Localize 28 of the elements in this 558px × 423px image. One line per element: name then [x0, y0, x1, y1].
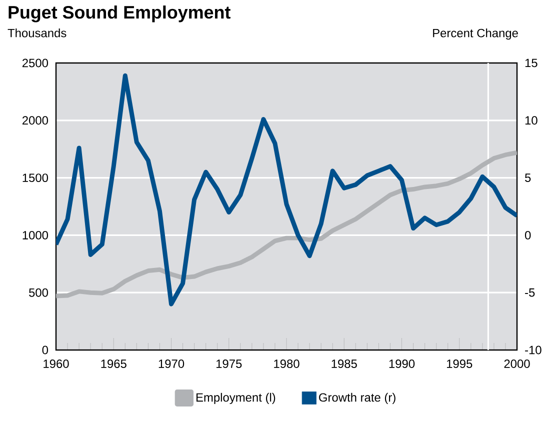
chart-title: Puget Sound Employment	[8, 6, 230, 22]
legend-label: Growth rate (r)	[319, 392, 396, 404]
y2-tick-label: -5	[525, 288, 535, 297]
x-tick-label: 1995	[446, 360, 472, 368]
x-tick-label: 1980	[274, 360, 300, 368]
y-tick-label: 1000	[22, 230, 48, 240]
y-tick-label: 2000	[22, 116, 48, 125]
y2-tick-label: 0	[524, 230, 531, 240]
legend-label: Employment (l)	[196, 392, 276, 404]
line-series	[56, 73, 518, 306]
x-tick-label: 1965	[101, 360, 126, 368]
y2-tick-label: 10	[525, 116, 538, 125]
line-series	[56, 150, 518, 298]
x-tick-label: 2000	[504, 360, 530, 368]
x-tick-label: 1970	[158, 360, 184, 368]
y2-tick-label: -10	[525, 346, 542, 354]
y2-tick-label: 15	[525, 58, 538, 68]
x-tick-label: 1985	[332, 360, 357, 368]
y-axis-title: Thousands	[8, 28, 66, 38]
y-tick-label: 2500	[22, 58, 48, 68]
y-tick-label: 500	[29, 288, 48, 297]
x-tick-label: 1975	[216, 360, 242, 368]
y-tick-label: 0	[42, 346, 48, 354]
x-tick-label: 1960	[44, 360, 69, 368]
y2-tick-label: 5	[525, 174, 531, 182]
x-tick-label: 1990	[389, 360, 415, 368]
y2-axis-title: Percent Change	[433, 28, 518, 40]
y-tick-label: 1500	[22, 174, 48, 182]
